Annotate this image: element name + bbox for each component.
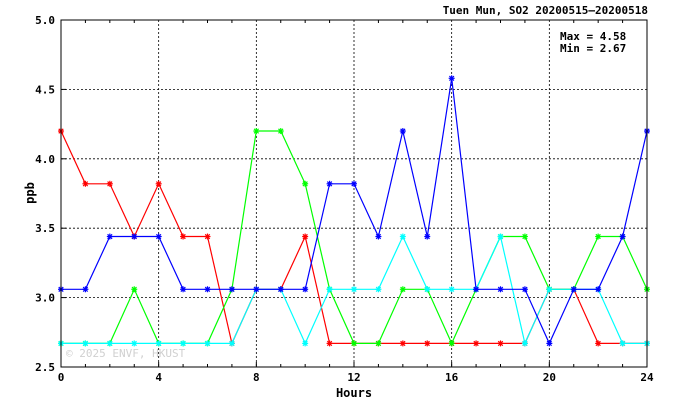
y-tick-label: 5.0: [35, 14, 55, 27]
data-point: [619, 233, 626, 240]
data-point: [302, 233, 309, 240]
data-point: [399, 340, 406, 347]
watermark: © 2025 ENVF, HKUST: [66, 347, 186, 360]
x-axis-label: Hours: [336, 386, 372, 400]
x-tick-label: 4: [155, 371, 162, 384]
data-point: [546, 286, 553, 293]
x-tick-label: 12: [347, 371, 360, 384]
data-point: [253, 128, 260, 135]
x-tick-label: 16: [445, 371, 459, 384]
data-point: [228, 340, 235, 347]
max-label: Max = 4.58: [560, 30, 626, 43]
y-axis-label: ppb: [23, 182, 37, 204]
data-point: [253, 286, 260, 293]
data-point: [497, 233, 504, 240]
data-point: [595, 286, 602, 293]
data-point: [351, 286, 357, 293]
data-point: [204, 233, 211, 240]
data-point: [326, 286, 333, 293]
data-point: [521, 340, 528, 347]
data-point: [106, 233, 113, 240]
data-point: [351, 180, 357, 187]
data-point: [448, 340, 455, 347]
data-point: [497, 340, 504, 347]
data-point: [497, 286, 504, 293]
data-point: [521, 233, 528, 240]
data-point: [399, 128, 406, 135]
data-point: [399, 286, 406, 293]
series-line: [61, 78, 648, 345]
data-point: [595, 340, 602, 347]
data-point: [204, 286, 211, 293]
data-point: [375, 233, 382, 240]
x-tick-label: 20: [543, 371, 556, 384]
chart-title: Tuen Mun, SO2 20200515—20200518: [443, 4, 648, 17]
data-point: [155, 180, 162, 187]
data-point: [448, 286, 455, 293]
data-point: [424, 286, 431, 293]
data-point: [82, 286, 89, 293]
data-point: [106, 340, 113, 347]
data-point: [106, 180, 113, 187]
data-point: [399, 233, 406, 240]
x-tick-label: 0: [58, 371, 65, 384]
y-tick-label: 4.0: [35, 153, 55, 166]
data-point: [570, 286, 577, 293]
series-group: [58, 75, 650, 347]
data-point: [473, 286, 480, 293]
y-tick-label: 4.5: [35, 83, 55, 96]
data-point: [155, 340, 162, 347]
data-point: [326, 180, 333, 187]
y-tick-label: 3.0: [35, 292, 55, 305]
data-point: [595, 233, 602, 240]
y-axis-ticks: 2.5 3.0 3.5 4.0 4.5 5.0: [35, 14, 66, 374]
data-point: [521, 286, 528, 293]
data-point: [277, 286, 284, 293]
data-point: [180, 286, 187, 293]
grid-lines: [61, 20, 647, 367]
data-point: [204, 340, 211, 347]
data-point: [155, 233, 162, 240]
data-point: [546, 340, 553, 347]
data-point: [180, 340, 187, 347]
data-point: [180, 233, 187, 240]
data-point: [326, 340, 333, 347]
data-point: [473, 340, 480, 347]
data-point: [131, 286, 138, 293]
data-point: [302, 180, 309, 187]
x-tick-label: 24: [640, 371, 654, 384]
data-point: [82, 340, 89, 347]
data-point: [424, 340, 431, 347]
x-tick-label: 8: [253, 371, 260, 384]
y-tick-label: 3.5: [35, 222, 55, 235]
min-label: Min = 2.67: [560, 42, 626, 55]
data-point: [82, 180, 89, 187]
data-point: [619, 340, 626, 347]
data-point: [302, 286, 309, 293]
data-point: [448, 75, 455, 82]
x-axis-ticks: 0 4 8 12 16 20 24: [58, 20, 654, 384]
series-4: [58, 75, 650, 347]
data-point: [131, 233, 138, 240]
data-point: [302, 340, 309, 347]
data-point: [131, 340, 138, 347]
data-point: [375, 286, 382, 293]
data-point: [351, 340, 357, 347]
data-point: [424, 233, 431, 240]
data-point: [228, 286, 235, 293]
data-point: [375, 340, 382, 347]
data-point: [277, 128, 284, 135]
y-tick-label: 2.5: [35, 361, 55, 374]
